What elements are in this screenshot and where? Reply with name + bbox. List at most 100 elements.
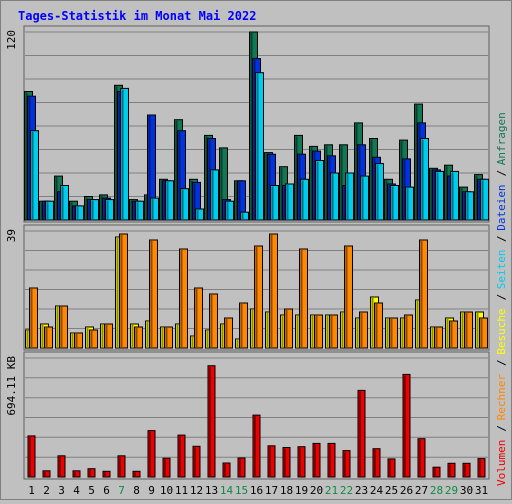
bar-shade xyxy=(268,155,271,219)
bar-seiten-day-3 xyxy=(60,185,69,221)
bar-rechner-day-3 xyxy=(59,305,68,349)
bar-shade xyxy=(475,175,478,219)
bar-shade xyxy=(331,174,334,219)
bar-rechner-day-14 xyxy=(224,317,233,349)
bar-shade xyxy=(310,147,313,219)
bar-volumen-day-23 xyxy=(357,389,366,478)
bar-shade xyxy=(356,319,359,347)
bar-shade xyxy=(355,123,358,219)
bar-shade xyxy=(56,307,59,347)
bar-shade xyxy=(451,172,454,219)
bar-shade xyxy=(130,200,133,219)
bar-shade xyxy=(205,136,208,219)
bar-shade xyxy=(45,328,48,347)
bar-shade xyxy=(226,202,229,219)
bar-shade xyxy=(400,141,403,219)
legend-besuche: Besuche xyxy=(495,308,508,354)
bar-shade xyxy=(221,325,224,347)
bar-shade xyxy=(145,195,148,219)
bar-shade xyxy=(389,459,391,476)
bar-shade xyxy=(325,145,328,219)
bar-shade xyxy=(28,97,31,219)
bar-shade xyxy=(85,197,88,219)
bar-rechner-day-27 xyxy=(419,239,428,349)
bar-shade xyxy=(86,328,89,347)
bar-shade xyxy=(254,416,256,476)
bar-volumen-day-3 xyxy=(57,455,66,478)
day-label-7: 7 xyxy=(118,484,125,497)
bar-shade xyxy=(358,145,361,219)
bar-shade xyxy=(464,464,466,476)
day-label-9: 9 xyxy=(148,484,155,497)
bar-shade xyxy=(296,316,299,347)
bar-volumen-day-30 xyxy=(462,462,471,478)
bar-volumen-day-16 xyxy=(252,414,261,478)
bar-shade xyxy=(43,202,46,219)
bar-rechner-day-18 xyxy=(284,308,293,349)
bar-shade xyxy=(150,241,153,347)
bar-shade xyxy=(388,185,391,219)
bar-shade xyxy=(295,136,298,219)
legend-separator: / xyxy=(495,359,508,366)
bar-shade xyxy=(463,192,466,219)
bar-shade xyxy=(116,238,119,347)
day-label-15: 15 xyxy=(235,484,248,497)
bar-shade xyxy=(271,186,274,219)
bar-shade xyxy=(465,313,468,347)
bar-volumen-day-22 xyxy=(342,450,351,478)
bar-shade xyxy=(105,325,108,347)
bar-shade xyxy=(461,313,464,347)
bar-shade xyxy=(175,120,178,219)
bar-shade xyxy=(286,185,289,219)
day-label-2: 2 xyxy=(43,484,50,497)
bar-shade xyxy=(329,444,331,476)
bar-shade xyxy=(391,186,394,219)
bar-shade xyxy=(88,200,91,219)
bar-shade xyxy=(101,325,104,347)
bar-volumen-day-20 xyxy=(312,442,321,478)
scale-label: 39 xyxy=(5,229,18,242)
bar-volumen-day-29 xyxy=(447,462,456,478)
bar-rechner-day-16 xyxy=(254,245,263,349)
bar-shade xyxy=(405,316,408,347)
bar-shade xyxy=(208,139,211,219)
bar-shade xyxy=(255,247,258,347)
chart-legend: Volumen / Rechner / Besuche / Seiten / Dateien / A… xyxy=(495,112,508,486)
bar-shade xyxy=(375,304,378,347)
bar-seiten-day-31 xyxy=(480,178,489,221)
bar-shade xyxy=(448,177,451,219)
bar-rechner-day-6 xyxy=(104,323,113,349)
bar-shade xyxy=(431,328,434,347)
day-label-12: 12 xyxy=(190,484,203,497)
legend-anfragen: Anfragen xyxy=(495,112,508,165)
day-label-14: 14 xyxy=(220,484,234,497)
bar-shade xyxy=(421,139,424,219)
bar-shade xyxy=(450,322,453,347)
bar-shade xyxy=(46,202,49,219)
bar-shade xyxy=(446,319,449,347)
bar-shade xyxy=(29,436,31,476)
bar-volumen-day-13 xyxy=(207,365,216,478)
day-label-1: 1 xyxy=(28,484,35,497)
bar-rechner-day-2 xyxy=(44,326,53,349)
bar-seiten-day-9 xyxy=(150,197,159,221)
bar-rechner-day-22 xyxy=(344,245,353,349)
bar-rechner-day-25 xyxy=(389,317,398,349)
bar-volumen-day-2 xyxy=(42,470,51,478)
day-label-13: 13 xyxy=(205,484,218,497)
bar-seiten-day-11 xyxy=(180,188,189,221)
bar-volumen-day-6 xyxy=(102,470,111,478)
bar-volumen-day-25 xyxy=(387,458,396,478)
bar-shade xyxy=(373,158,376,219)
legend-separator: / xyxy=(495,235,508,242)
bar-shade xyxy=(238,181,241,219)
bar-shade xyxy=(284,448,286,476)
chart-panels: 120 39 694.11 KB xyxy=(5,25,490,480)
bar-shade xyxy=(121,89,124,220)
bar-volumen-day-7 xyxy=(117,455,126,478)
bar-rechner-day-23 xyxy=(359,311,368,349)
bar-shade xyxy=(223,200,226,219)
bar-shade xyxy=(90,331,93,347)
series-seiten xyxy=(30,72,489,221)
bar-shade xyxy=(193,183,196,219)
